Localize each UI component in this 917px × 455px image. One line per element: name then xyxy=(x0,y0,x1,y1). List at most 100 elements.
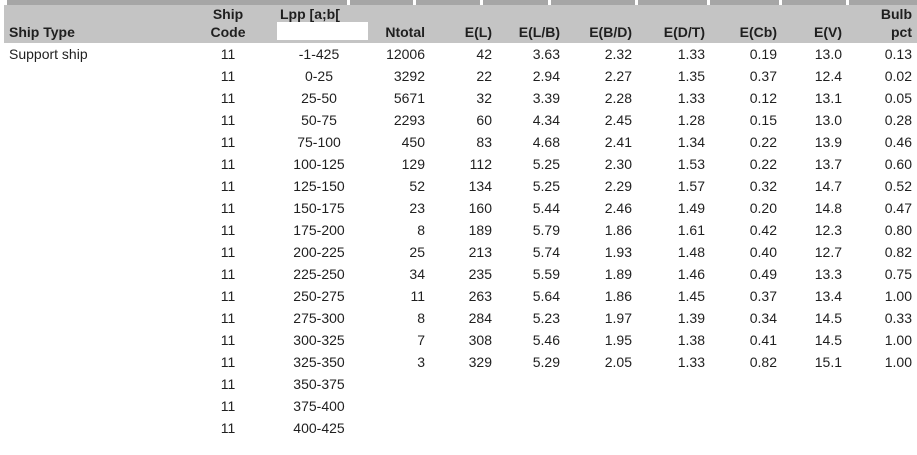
cell: 15.1 xyxy=(814,354,842,370)
cell: 13.9 xyxy=(814,134,842,150)
cell: 0.37 xyxy=(749,288,777,304)
cell: 4.34 xyxy=(532,112,560,128)
cell: 5.23 xyxy=(532,310,560,326)
cell: 5.46 xyxy=(532,332,560,348)
cell: 0.12 xyxy=(749,90,777,106)
header-e-l: E(L) xyxy=(427,22,494,43)
cell: 11 xyxy=(220,222,236,238)
ship-statistics-table: Ship Lpp [a;b[ Bulb Ship Type Code Ntota… xyxy=(4,5,917,439)
cell: 5.25 xyxy=(532,178,560,194)
cell: 5.74 xyxy=(532,244,560,260)
cell xyxy=(4,351,200,373)
cell: 42 xyxy=(476,46,492,62)
column-divider-notch xyxy=(480,0,483,5)
cell: 375-400 xyxy=(293,398,345,414)
cell: 3.39 xyxy=(532,90,560,106)
cell xyxy=(494,417,562,439)
cell: 1.33 xyxy=(677,354,705,370)
column-divider-notch xyxy=(548,0,551,5)
cell: 400-425 xyxy=(293,420,345,436)
cell xyxy=(4,417,200,439)
cell: 0.82 xyxy=(749,354,777,370)
cell: 1.61 xyxy=(677,222,705,238)
cell: 12006 xyxy=(386,46,425,62)
header-ship-code-line1: Ship xyxy=(200,5,256,22)
cell: 2.30 xyxy=(604,156,632,172)
cell: 4.68 xyxy=(532,134,560,150)
header-e-bd: E(B/D) xyxy=(562,22,634,43)
header-e-lb: E(L/B) xyxy=(494,22,562,43)
cell xyxy=(707,395,779,417)
cell: 150-175 xyxy=(293,200,345,216)
table-row: 11 150-175 23 160 5.44 2.46 1.49 0.20 14.8 0.47 xyxy=(4,197,917,219)
table-row: 11 25-50 5671 32 3.39 2.28 1.33 0.12 13.1 0.05 xyxy=(4,87,917,109)
cell: 14.8 xyxy=(814,200,842,216)
cell: 0.75 xyxy=(884,266,912,282)
table-row: 11 225-250 34 235 5.59 1.89 1.46 0.49 13.3 0.75 xyxy=(4,263,917,285)
cell: 0.52 xyxy=(884,178,912,194)
cell: 11 xyxy=(220,376,236,392)
cell: 1.57 xyxy=(677,178,705,194)
table-row: 11 200-225 25 213 5.74 1.93 1.48 0.40 12.7 0.82 xyxy=(4,241,917,263)
cell: 0.20 xyxy=(749,200,777,216)
cell: 0.15 xyxy=(749,112,777,128)
cell: 0.41 xyxy=(749,332,777,348)
cell: 83 xyxy=(476,134,492,150)
cell xyxy=(707,417,779,439)
cell xyxy=(370,417,427,439)
cell: 112 xyxy=(469,156,492,172)
cell: 0.40 xyxy=(749,244,777,260)
cell: 1.49 xyxy=(677,200,705,216)
cell: 0.46 xyxy=(884,134,912,150)
table-row: 11 375-400 xyxy=(4,395,917,417)
cell xyxy=(4,285,200,307)
cell: 0.42 xyxy=(749,222,777,238)
cell: 13.7 xyxy=(814,156,842,172)
cell: 0-25 xyxy=(304,68,334,84)
cell: 11 xyxy=(220,112,236,128)
cell: 5.59 xyxy=(532,266,560,282)
column-divider-notch xyxy=(413,0,416,5)
cell xyxy=(779,417,844,439)
header-ship-type: Ship Type xyxy=(4,22,200,43)
cell: 300-325 xyxy=(293,332,345,348)
cell: 0.02 xyxy=(884,68,912,84)
cell: 1.86 xyxy=(604,222,632,238)
header-row-bottom: Ship Type Code Ntotal E(L) E(L/B) E(B/D)… xyxy=(4,22,917,43)
cell: 11 xyxy=(220,90,236,106)
table-row: 11 100-125 129 112 5.25 2.30 1.53 0.22 13.7 0.60 xyxy=(4,153,917,175)
table-row: 11 350-375 xyxy=(4,373,917,395)
cell: 12.3 xyxy=(814,222,842,238)
cell xyxy=(779,373,844,395)
cell: 1.33 xyxy=(677,90,705,106)
cell: 1.38 xyxy=(677,332,705,348)
cell xyxy=(4,153,200,175)
cell: 200-225 xyxy=(293,244,345,260)
cell: 52 xyxy=(409,178,425,194)
header-e-v: E(V) xyxy=(779,22,844,43)
cell: 13.0 xyxy=(814,46,842,62)
cell: 1.46 xyxy=(677,266,705,282)
cell: 325-350 xyxy=(293,354,345,370)
cell: 3292 xyxy=(393,68,425,84)
table-row: 11 250-275 11 263 5.64 1.86 1.45 0.37 13.4 1.00 xyxy=(4,285,917,307)
cell: 11 xyxy=(220,134,236,150)
cell: 7 xyxy=(417,332,425,348)
table-row: 11 300-325 7 308 5.46 1.95 1.38 0.41 14.5 1.00 xyxy=(4,329,917,351)
cell: 308 xyxy=(468,332,492,348)
header-bulb-line1: Bulb xyxy=(844,5,917,22)
table-row: 11 325-350 3 329 5.29 2.05 1.33 0.82 15.1 1.00 xyxy=(4,351,917,373)
cell xyxy=(562,373,634,395)
cell: 5.79 xyxy=(532,222,560,238)
cell: 11 xyxy=(220,398,236,414)
cell: 2.29 xyxy=(604,178,632,194)
cell: 11 xyxy=(220,156,236,172)
cell: 1.00 xyxy=(884,288,912,304)
cell xyxy=(494,395,562,417)
cell: -1-425 xyxy=(298,46,340,62)
cell: 60 xyxy=(476,112,492,128)
cell xyxy=(4,329,200,351)
table-header: Ship Lpp [a;b[ Bulb Ship Type Code Ntota… xyxy=(4,5,917,43)
cell: 12.7 xyxy=(814,244,842,260)
